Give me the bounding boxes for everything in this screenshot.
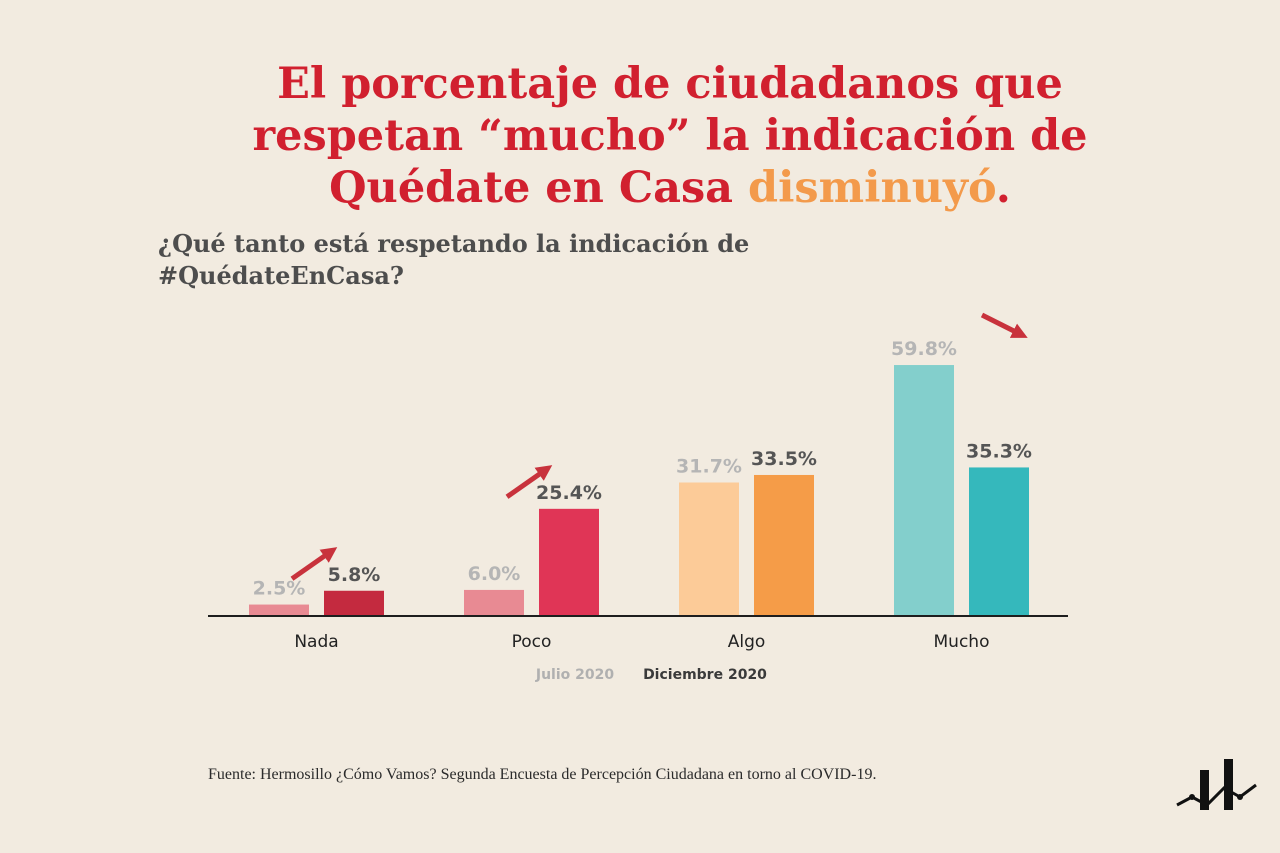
bar-poco-julio xyxy=(464,589,524,615)
legend-item-diciembre: Diciembre 2020 xyxy=(643,667,767,683)
chart-subtitle: ¿Qué tanto está respetando la indicación… xyxy=(158,229,750,290)
data-label-algo-diciembre: 33.5% xyxy=(751,448,817,470)
data-label-nada-diciembre: 5.8% xyxy=(328,564,381,586)
title-end: . xyxy=(995,163,1011,213)
x-tick-label-mucho: Mucho xyxy=(934,632,990,652)
legend: Julio 2020 Diciembre 2020 xyxy=(535,667,767,683)
x-tick-label-nada: Nada xyxy=(294,632,338,652)
legend-item-julio: Julio 2020 xyxy=(535,667,614,683)
trend-arrow-up-icon xyxy=(505,465,553,499)
data-label-mucho-julio: 59.8% xyxy=(891,338,957,360)
chart-title: El porcentaje de ciudadanos que respetan… xyxy=(240,58,1100,214)
data-label-poco-diciembre: 25.4% xyxy=(536,482,602,504)
data-label-algo-julio: 31.7% xyxy=(676,455,742,477)
brand-logo-icon xyxy=(1176,759,1257,810)
bar-mucho-julio xyxy=(894,365,954,615)
data-label-poco-julio: 6.0% xyxy=(468,563,521,585)
trend-arrow-up-icon xyxy=(290,547,338,581)
title-accent: disminuyó xyxy=(748,163,996,213)
title-text: El porcentaje de ciudadanos que respetan… xyxy=(252,59,1088,213)
bar-algo-diciembre xyxy=(754,474,814,615)
bars-layer: 2.5% 5.8% Nada 6.0% 25.4% Poco 31.7% 33.5% Algo 5… xyxy=(249,312,1032,652)
bar-mucho-diciembre xyxy=(969,467,1029,615)
x-tick-label-algo: Algo xyxy=(728,632,766,652)
x-tick-label-poco: Poco xyxy=(512,632,552,652)
bar-algo-julio xyxy=(679,482,739,615)
data-label-nada-julio: 2.5% xyxy=(253,578,306,600)
source-note: Fuente: Hermosillo ¿Cómo Vamos? Segunda … xyxy=(208,766,877,783)
bar-nada-diciembre xyxy=(324,590,384,615)
data-label-mucho-diciembre: 35.3% xyxy=(966,440,1032,462)
trend-arrow-down-icon xyxy=(980,312,1028,338)
bar-nada-julio xyxy=(249,604,309,615)
bar-poco-diciembre xyxy=(539,508,599,615)
